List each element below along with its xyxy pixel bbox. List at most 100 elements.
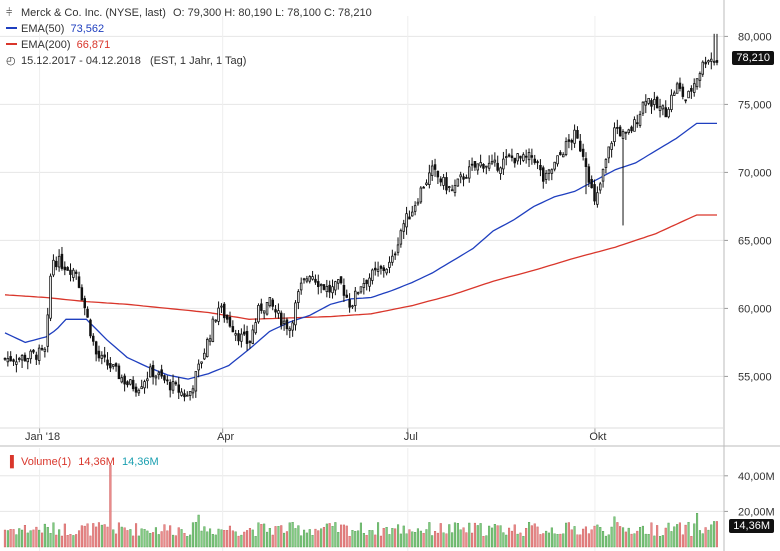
volume-bar: [377, 522, 380, 548]
candle-body: [368, 277, 371, 287]
volume-bar: [140, 528, 143, 548]
volume-bar: [479, 523, 482, 548]
candle-body: [644, 100, 648, 106]
volume-bar: [266, 531, 269, 548]
volume-bar: [573, 526, 576, 548]
volume-bar: [208, 528, 212, 548]
candle-body: [487, 162, 491, 169]
candle-body: [55, 260, 58, 268]
candle-body: [618, 126, 622, 137]
volume-bar: [565, 522, 568, 548]
candle-body: [519, 155, 522, 159]
volume-bar: [80, 525, 83, 548]
candle-body: [6, 358, 10, 363]
candle-body: [410, 211, 414, 217]
volume-bar: [277, 526, 280, 548]
volume-bar: [639, 527, 642, 548]
volume-bar: [274, 526, 277, 548]
volume-bar: [77, 530, 81, 548]
candle-body: [496, 162, 499, 171]
candle-body: [490, 161, 494, 164]
volume-bar: [684, 524, 687, 548]
volume-bar: [362, 533, 365, 548]
candle-body: [43, 348, 47, 352]
volume-bar: [191, 522, 195, 548]
last-volume-tag: 14,36M: [729, 519, 774, 533]
candle-body: [408, 216, 411, 220]
volume-bar: [311, 535, 314, 548]
volume-bar: [602, 531, 605, 548]
candle-body: [271, 299, 274, 307]
volume-bar: [137, 535, 140, 548]
candle-body: [388, 261, 391, 268]
volume-bar: [545, 530, 548, 548]
candle-body: [447, 186, 451, 189]
candle-body: [627, 129, 631, 133]
candle-body: [405, 213, 408, 228]
volume-bar: [58, 529, 61, 548]
volume-bar: [174, 535, 177, 548]
x-tick-label: Jul: [404, 431, 418, 443]
candle-body: [282, 320, 286, 324]
volume-bar: [676, 524, 679, 548]
candle-body: [485, 165, 488, 168]
volume-bar: [95, 526, 98, 548]
candle-body: [693, 83, 696, 93]
candle-body: [163, 375, 166, 381]
volume-bar: [636, 530, 639, 548]
candle-body: [32, 349, 35, 353]
candle-body: [564, 141, 568, 155]
candle-body: [191, 388, 195, 394]
volume-bar: [607, 534, 610, 548]
volume-bar: [556, 534, 559, 548]
candle-body: [353, 290, 357, 306]
volume-bar: [109, 464, 112, 548]
candle-body: [299, 282, 303, 291]
volume-bar: [254, 536, 257, 548]
candle-body: [570, 139, 574, 143]
last-price-tag: 78,210: [732, 51, 774, 65]
candle-body: [308, 276, 311, 282]
candle-body: [673, 92, 676, 96]
candle-body: [604, 159, 608, 169]
volume-bar: [234, 531, 237, 548]
volume-bar: [194, 522, 197, 548]
candle-body: [52, 259, 55, 276]
candle-body: [94, 341, 98, 355]
candle-body: [334, 281, 337, 291]
volume-bar: [240, 534, 243, 548]
volume-bar: [268, 528, 271, 548]
volume-bar: [129, 529, 132, 548]
candle-body: [35, 354, 38, 360]
volume-bar: [228, 525, 232, 548]
volume-bar: [525, 528, 528, 548]
candle-body: [359, 286, 363, 293]
volume-bar: [114, 533, 118, 548]
volume-bar: [365, 535, 368, 548]
candle-body: [143, 381, 146, 389]
volume-bar: [391, 528, 394, 548]
volume-bar: [351, 530, 354, 548]
volume-bar: [317, 530, 320, 548]
candle-body: [690, 88, 693, 92]
volume-bar: [41, 532, 44, 548]
volume-bar: [21, 529, 24, 548]
candle-body: [430, 165, 434, 176]
volume-bar: [15, 534, 18, 548]
volume-bar: [283, 532, 286, 548]
candle-body: [542, 167, 545, 182]
candle-body: [251, 329, 254, 344]
volume-bar: [157, 534, 160, 548]
candle-body: [265, 301, 269, 315]
y-tick-label: 75,000: [738, 99, 772, 111]
candle-body: [593, 184, 596, 202]
date-range: 15.12.2017 - 04.12.2018: [21, 55, 141, 67]
volume-bar: [593, 525, 596, 548]
volume-bar: [402, 525, 405, 548]
volume-bar: [308, 529, 311, 548]
candle-body: [322, 284, 326, 290]
volume-bar: [436, 532, 439, 548]
volume-bar: [519, 532, 522, 548]
candle-body: [114, 363, 118, 367]
volume-bar: [459, 529, 462, 548]
